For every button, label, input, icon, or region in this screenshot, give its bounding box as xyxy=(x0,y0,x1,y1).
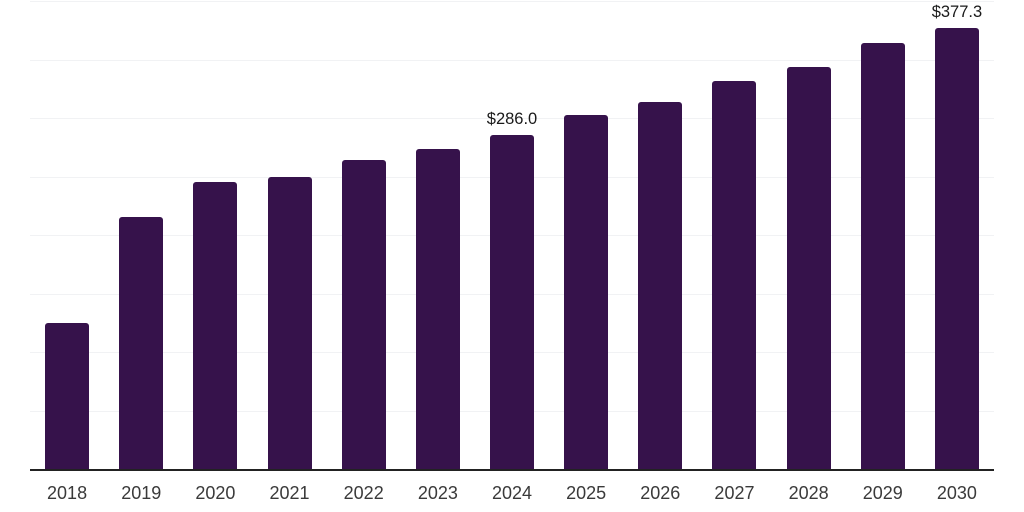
x-tick-2019: 2019 xyxy=(121,483,162,503)
bar-2019 xyxy=(119,216,164,470)
x-tick-2026: 2026 xyxy=(640,483,681,503)
x-tick-2030: 2030 xyxy=(936,483,977,503)
x-tick-2027: 2027 xyxy=(714,483,755,503)
x-tick-2024: 2024 xyxy=(491,483,533,503)
gridline-350 xyxy=(30,59,994,61)
x-tick-2029: 2029 xyxy=(862,483,903,503)
gridline-300 xyxy=(30,118,994,120)
bar-2028 xyxy=(786,67,831,470)
bar-2027 xyxy=(712,80,757,470)
value-label-2024: $286.0 xyxy=(486,109,538,128)
x-tick-2022: 2022 xyxy=(343,483,384,503)
x-tick-2021: 2021 xyxy=(269,483,310,503)
bar-2030 xyxy=(934,27,979,470)
bar-2029 xyxy=(860,42,905,470)
bar-2022 xyxy=(341,160,386,470)
x-tick-2028: 2028 xyxy=(788,483,829,503)
value-label-2030: $377.3 xyxy=(931,2,983,21)
bar-2020 xyxy=(193,182,238,470)
bar-2023 xyxy=(415,148,460,470)
bar-2025 xyxy=(564,114,609,470)
bar-2018 xyxy=(45,323,90,470)
x-tick-2018: 2018 xyxy=(47,483,88,503)
bar-2021 xyxy=(267,177,312,470)
bar-2024 xyxy=(490,134,534,470)
x-tick-2025: 2025 xyxy=(566,483,607,503)
x-tick-2020: 2020 xyxy=(195,483,236,503)
bar-2026 xyxy=(638,102,683,470)
gridline-400 xyxy=(30,1,994,2)
x-tick-2023: 2023 xyxy=(417,483,458,503)
x-axis-line xyxy=(30,468,994,471)
